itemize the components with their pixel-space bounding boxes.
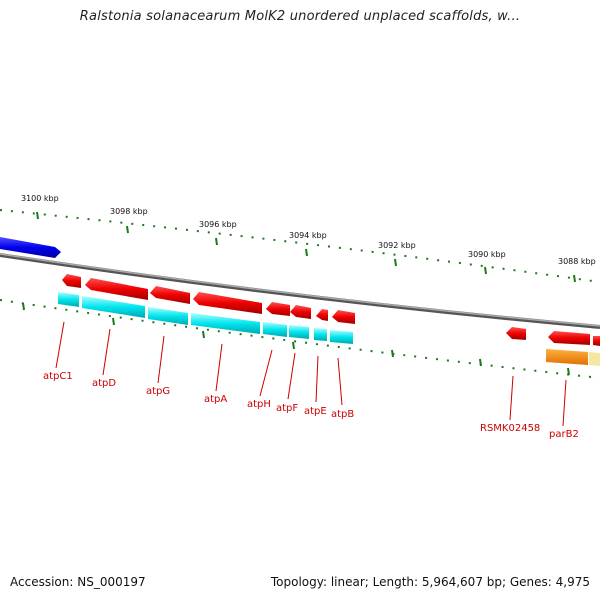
orange-feature[interactable] — [546, 349, 588, 365]
minor-tick — [391, 349, 394, 358]
gene-atpB[interactable] — [332, 310, 355, 324]
cds-atpE[interactable] — [314, 328, 327, 341]
gene-label-atpD: atpD — [92, 378, 116, 389]
gene-label-atpA: atpA — [204, 394, 227, 405]
cds-atpD[interactable] — [82, 296, 145, 318]
map-title: Ralstonia solanacearum MolK2 unordered u… — [79, 9, 521, 24]
minor-tick — [292, 341, 295, 350]
blue-feature-track[interactable] — [0, 237, 61, 258]
sequence-backbone — [0, 253, 600, 329]
forward-gene-track — [62, 274, 600, 346]
gene-label-atpB: atpB — [331, 409, 354, 420]
scale-label: 3088 kbp — [558, 257, 596, 266]
label-leader-lines — [55, 321, 567, 427]
accession-text: Accession: NS_000197 — [10, 575, 146, 589]
major-tick — [484, 266, 487, 275]
cds-atpC1[interactable] — [58, 292, 79, 307]
cds-atpA[interactable] — [191, 313, 260, 334]
cds-atpF[interactable] — [289, 325, 309, 339]
minor-tick — [479, 358, 482, 367]
gene-label-atpC1: atpC1 — [43, 371, 73, 382]
gene-partial-edge[interactable] — [593, 336, 600, 346]
cds-track — [58, 292, 353, 344]
gene-atpA[interactable] — [193, 292, 262, 314]
gene-atpG[interactable] — [150, 286, 190, 304]
topology-summary: Topology: linear; Length: 5,964,607 bp; … — [270, 575, 590, 589]
scale-label: 3090 kbp — [468, 250, 506, 259]
minor-tick — [112, 317, 115, 326]
cds-atpH[interactable] — [263, 322, 287, 337]
gene-atpH[interactable] — [266, 302, 290, 316]
gene-label-parB2: parB2 — [549, 429, 579, 440]
major-tick — [573, 274, 576, 283]
gene-atpD[interactable] — [85, 278, 148, 300]
scale-label: 3098 kbp — [110, 207, 148, 216]
minor-tick — [567, 367, 570, 376]
pale-feature[interactable] — [589, 352, 600, 366]
scale-tick-track-top — [0, 209, 600, 283]
gene-atpE[interactable] — [316, 309, 328, 321]
major-tick — [126, 225, 129, 234]
scale-label: 3100 kbp — [21, 194, 59, 203]
gene-label-atpE: atpE — [304, 406, 327, 417]
other-feature-track — [546, 349, 600, 366]
gene-label-RSMK02458: RSMK02458 — [480, 423, 540, 434]
gene-atpF[interactable] — [290, 305, 311, 319]
gene-atpC1[interactable] — [62, 274, 81, 288]
major-tick — [215, 237, 218, 246]
gene-parB2[interactable] — [548, 331, 590, 345]
minor-tick — [22, 302, 25, 311]
gene-label-atpH: atpH — [247, 399, 271, 410]
gene-label-atpF: atpF — [276, 403, 298, 414]
major-tick — [36, 211, 39, 220]
scale-tick-track-bottom — [0, 299, 600, 379]
cds-atpG[interactable] — [148, 307, 188, 325]
major-tick — [394, 258, 397, 267]
scale-label: 3092 kbp — [378, 241, 416, 250]
major-tick — [305, 248, 308, 257]
scale-label: 3096 kbp — [199, 220, 237, 229]
gene-label-atpG: atpG — [146, 386, 170, 397]
scale-label: 3094 kbp — [289, 231, 327, 240]
cds-atpB[interactable] — [330, 330, 353, 344]
minor-tick — [202, 330, 205, 339]
gene-RSMK02458[interactable] — [506, 327, 526, 340]
